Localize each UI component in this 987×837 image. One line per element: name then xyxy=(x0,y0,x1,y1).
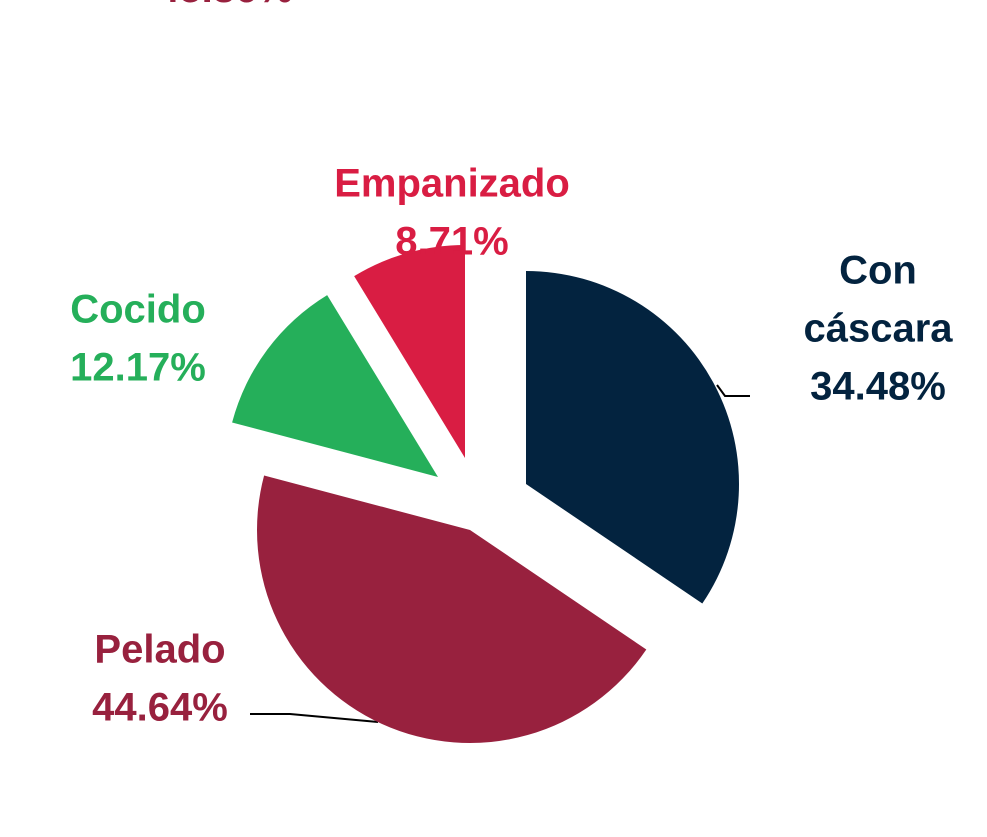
leader-lines xyxy=(250,384,750,723)
slice-name-label: Empanizado xyxy=(334,162,570,206)
pie-slice-con-cascara xyxy=(526,271,740,604)
slice-label-con-cascara: Con cáscara 34.48% xyxy=(803,249,953,409)
pie-slice-cocido xyxy=(232,295,438,477)
slice-value-label: 44.64% xyxy=(92,686,228,730)
leader-line-con-cascara xyxy=(716,384,750,397)
slice-value-label: 12.17% xyxy=(70,346,206,390)
slice-label-empanizado: Empanizado 8.71% xyxy=(334,162,570,264)
slice-value-label: 8.71% xyxy=(395,220,508,264)
slice-value-label: 34.48% xyxy=(810,365,946,409)
slice-label-cocido: Cocido 12.17% xyxy=(70,288,206,390)
leader-line-pelado xyxy=(250,713,379,723)
slice-labels: Con cáscara 34.48% Pelado 44.64% Cocido 12.17%… xyxy=(70,162,953,730)
pie-slice-empanizado xyxy=(354,245,465,458)
pie-slice-pelado xyxy=(257,475,647,743)
slice-name-label: cáscara xyxy=(803,307,953,351)
slice-name-label: Con xyxy=(839,249,917,293)
slice-name-label: Pelado xyxy=(94,628,225,672)
pie-slices xyxy=(232,245,740,743)
slice-name-label: Cocido xyxy=(70,288,206,332)
slice-label-pelado: Pelado 44.64% xyxy=(92,628,228,730)
cut-off-value-label: 45.86% xyxy=(157,0,293,11)
